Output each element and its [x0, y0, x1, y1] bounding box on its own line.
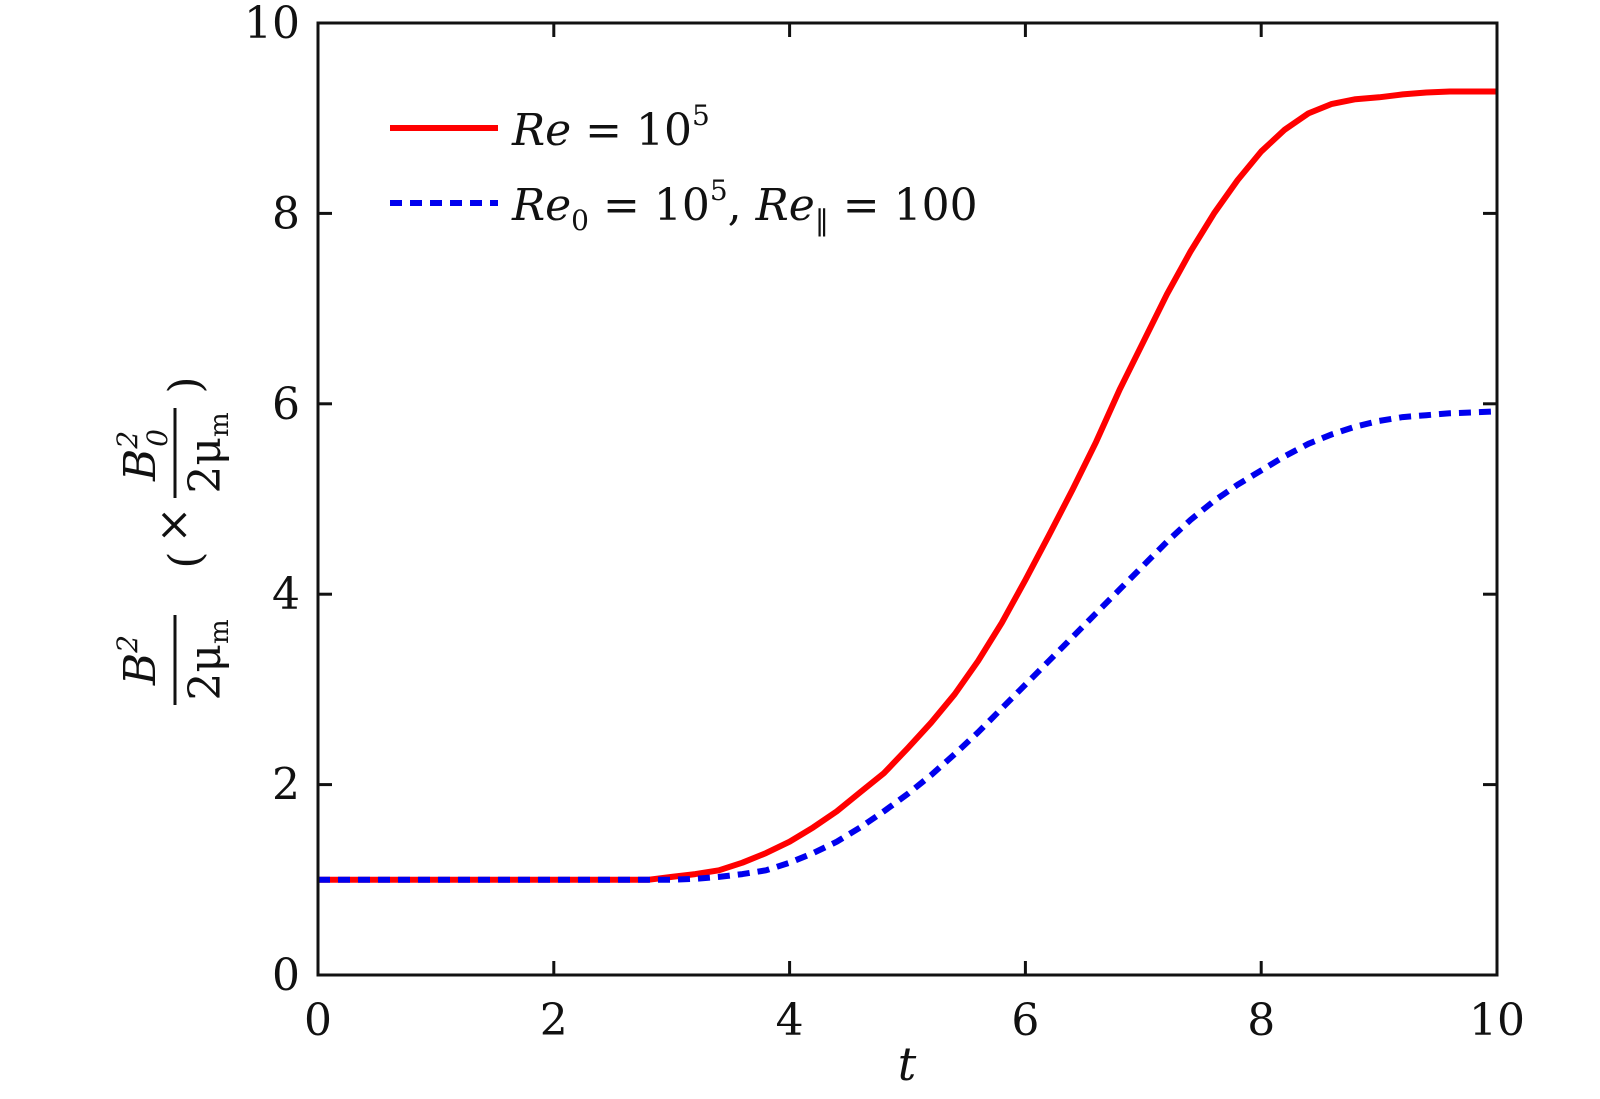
y-tick-label: 10: [244, 0, 300, 49]
x-tick-label: 8: [1247, 995, 1275, 1046]
x-tick-label: 0: [304, 995, 332, 1046]
y-label-main-fraction: B2 2μm: [111, 615, 235, 705]
svg-text:B20: B20: [111, 429, 174, 482]
svg-text:): ): [160, 376, 211, 393]
svg-text:B2: B2: [111, 635, 166, 686]
y-tick-label: 4: [272, 569, 300, 620]
series-layer: [318, 88, 1498, 883]
svg-text:2μm: 2μm: [180, 412, 235, 493]
x-tick-label: 10: [1469, 995, 1525, 1046]
svg-text:(: (: [160, 551, 211, 568]
ticks-layer: 0 2 4 6 8 10 0 2 4 6 8 10: [244, 0, 1525, 1046]
y-tick-label: 0: [272, 950, 300, 1001]
y-tick-label: 6: [272, 379, 300, 430]
x-axis-label: t: [898, 1037, 917, 1091]
series-line-1: [318, 408, 1498, 883]
y-tick-label: 2: [272, 760, 300, 811]
legend-label-re: Re = 105: [511, 99, 710, 156]
legend: Re = 105 Re0 = 105, Re‖ = 100: [390, 99, 978, 237]
svg-text:×: ×: [148, 507, 199, 544]
series-line-0: [318, 88, 1497, 883]
y-label-units: ( × B20 2μm ): [111, 376, 235, 568]
legend-label-re0: Re0 = 105, Re‖ = 100: [511, 174, 978, 237]
x-tick-label: 6: [1011, 995, 1039, 1046]
plot-frame: [316, 21, 1499, 977]
y-axis-label: B2 2μm ( × B20 2μm ): [111, 376, 235, 705]
x-tick-label: 2: [540, 995, 568, 1046]
y-tick-label: 8: [272, 188, 300, 239]
x-tick-label: 4: [776, 995, 804, 1046]
svg-text:2μm: 2μm: [180, 619, 235, 700]
